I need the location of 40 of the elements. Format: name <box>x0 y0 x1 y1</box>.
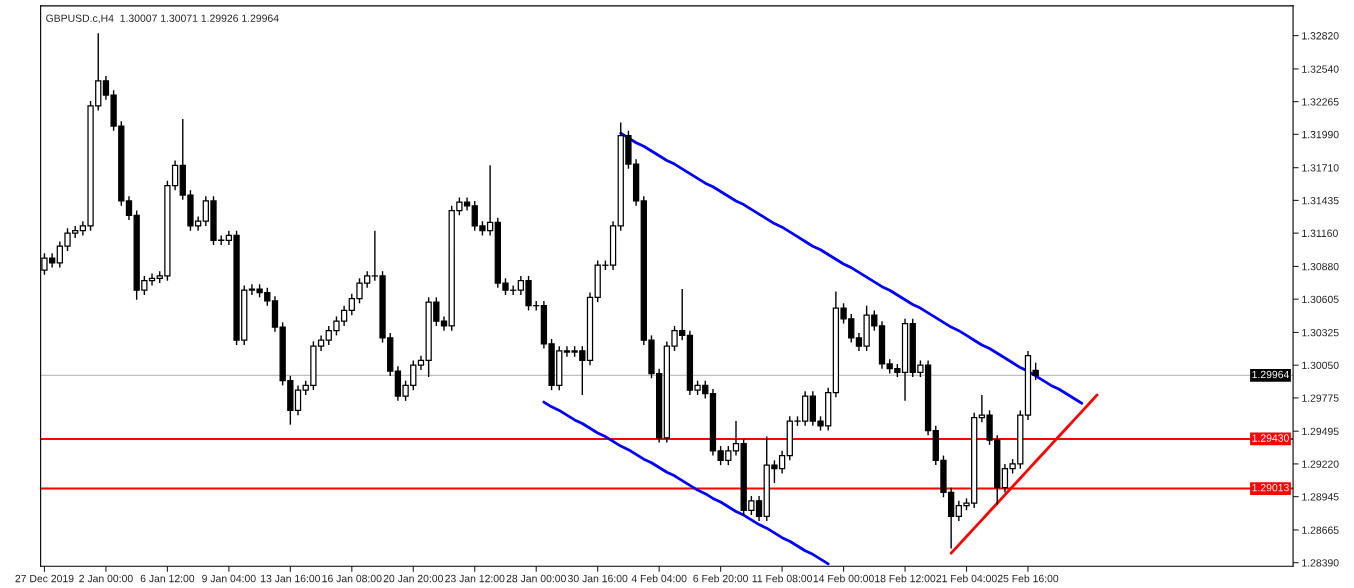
x-tick-label: 13 Jan 16:00 <box>261 574 321 583</box>
y-tick-label: 1.28945 <box>1302 493 1339 501</box>
x-tick-label: 28 Jan 00:00 <box>506 574 566 583</box>
y-tick-label: 1.32540 <box>1302 65 1339 73</box>
x-tick-label: 27 Dec 2019 <box>15 574 74 583</box>
x-tick-label: 23 Jan 12:00 <box>445 574 505 583</box>
y-tick-label: 1.31160 <box>1302 229 1338 237</box>
x-tick-label: 30 Jan 16:00 <box>567 574 628 583</box>
x-tick-label: 11 Feb 08:00 <box>752 574 813 583</box>
y-tick-label: 1.29220 <box>1302 460 1339 468</box>
y-tick-label: 1.30605 <box>1302 295 1339 304</box>
y-tick-label: 1.30880 <box>1302 262 1339 271</box>
x-tick-label: 18 Feb 12:00 <box>875 574 936 583</box>
y-tick-label: 1.28665 <box>1302 526 1339 534</box>
y-tick-label: 1.31710 <box>1302 164 1339 172</box>
y-tick-label: 1.30325 <box>1302 328 1339 337</box>
y-tick-label: 1.29495 <box>1302 427 1339 436</box>
y-tick-label: 1.30050 <box>1302 361 1339 370</box>
y-tick-label: 1.31435 <box>1302 196 1339 205</box>
x-tick-label: 9 Jan 04:00 <box>202 574 256 583</box>
text: GBPUSD.c,H4 1.30007 1.30071 1.29926 1.29964 <box>46 14 279 24</box>
ref-line-label: 1.29964 <box>1252 370 1290 379</box>
x-tick-label: 14 Feb 00:00 <box>813 574 874 583</box>
y-tick-label: 1.32820 <box>1302 32 1339 40</box>
y-tick-label: 1.31990 <box>1302 130 1339 139</box>
x-tick-label: 16 Jan 08:00 <box>322 574 382 583</box>
x-tick-label: 2 Jan 00:00 <box>79 574 133 583</box>
x-tick-label: 25 Feb 16:00 <box>997 574 1059 583</box>
x-tick-label: 4 Feb 04:00 <box>631 574 687 583</box>
x-tick-label: 20 Jan 20:00 <box>383 574 443 583</box>
x-tick-label: 6 Feb 20:00 <box>693 574 749 583</box>
y-tick-label: 1.29775 <box>1302 394 1339 402</box>
line-series <box>619 131 1084 405</box>
y-tick-label: 1.32265 <box>1302 98 1339 106</box>
x-tick-label: 21 Feb 04:00 <box>936 574 997 583</box>
ref-line-label: 1.29013 <box>1252 483 1289 492</box>
line-series <box>542 400 830 566</box>
x-tick-label: 6 Jan 12:00 <box>140 574 195 583</box>
y-tick-label: 1.28390 <box>1302 559 1339 567</box>
ref-line-label: 1.29430 <box>1252 434 1289 442</box>
